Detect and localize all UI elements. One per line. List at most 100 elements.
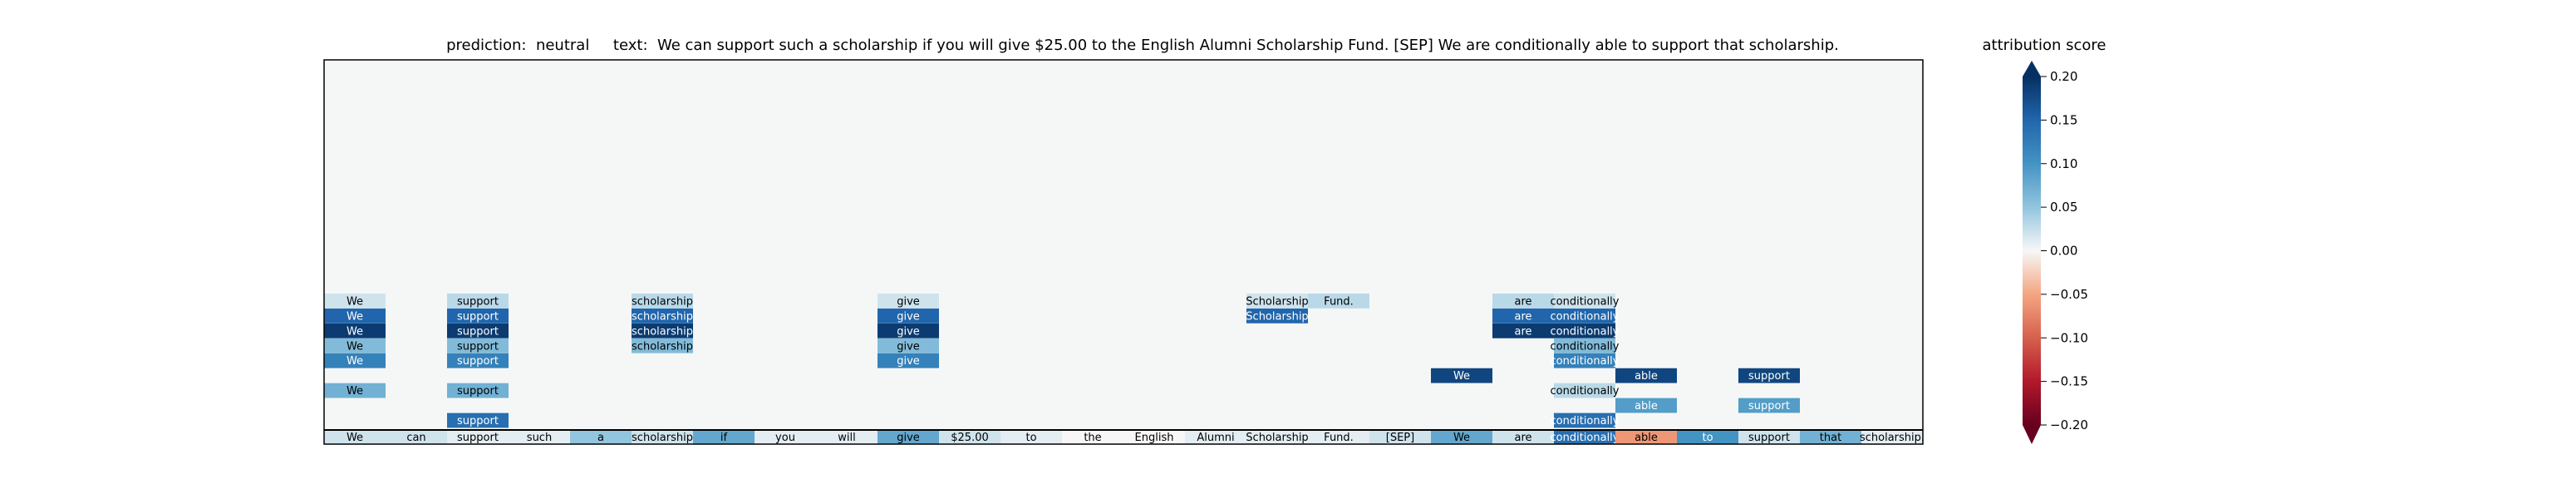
colorbar-tick-label: 0.10: [2050, 156, 2077, 171]
heatmap-cell-label: We: [347, 355, 363, 368]
colorbar-tick-label: 0.00: [2050, 244, 2077, 259]
token-label: are: [1514, 432, 1531, 444]
heatmap-cell: [878, 294, 939, 309]
heatmap-cell-label: We: [347, 310, 363, 323]
token-label: Scholarship: [1246, 432, 1308, 444]
token-label: that: [1820, 432, 1841, 444]
token-label: English: [1135, 432, 1174, 444]
heatmap-cell: [632, 294, 693, 309]
token-label: can: [406, 432, 425, 444]
heatmap-cell: [447, 353, 509, 368]
token-score-cell: [1185, 430, 1246, 444]
heatmap-cell-label: support: [457, 385, 499, 398]
heatmap-cell: [447, 413, 509, 428]
token-score-cell: [816, 430, 878, 444]
heatmap-cell: [632, 338, 693, 353]
token-score-cell: [1677, 430, 1738, 444]
heatmap-cell-label: scholarship: [632, 310, 693, 323]
heatmap-cell: [632, 323, 693, 338]
token-label: We: [347, 432, 363, 444]
token-label: to: [1702, 432, 1713, 444]
colorbar-extend-bottom: [2023, 425, 2041, 444]
token-label: the: [1084, 432, 1101, 444]
token-score-cell: [632, 430, 693, 444]
token-label: scholarship: [632, 432, 693, 444]
token-score-cell: [447, 430, 509, 444]
token-score-cell: [1738, 430, 1800, 444]
heatmap-cell: [632, 308, 693, 324]
colorbar: 0.20 0.15 0.10 0.05 0.00 −0.05 −0.10 −0.15 −0.20: [2023, 61, 2088, 444]
token-label: able: [1635, 432, 1658, 444]
heatmap-cell-label: give: [897, 340, 920, 353]
heatmap-cell: [1615, 398, 1677, 413]
heatmap-cell-label: conditionally: [1551, 355, 1620, 368]
token-score-cell: [1492, 430, 1554, 444]
heatmap-cell-label: support: [457, 415, 499, 427]
colorbar-extend-top: [2023, 61, 2041, 77]
heatmap-cell-label: Scholarship: [1246, 310, 1308, 323]
plot-background: [324, 60, 1923, 444]
heatmap-cell-label: able: [1635, 370, 1658, 383]
colorbar-tick-label: 0.15: [2050, 112, 2077, 127]
heatmap-cell: [878, 338, 939, 353]
heatmap-cell-label: We: [1453, 370, 1470, 383]
token-label: such: [527, 432, 552, 444]
token-score-cell: [939, 430, 1000, 444]
heatmap-cell-label: support: [457, 340, 499, 353]
heatmap-cell: [1308, 294, 1369, 309]
heatmap-cell: [447, 294, 509, 309]
heatmap-cell: [1246, 308, 1308, 324]
heatmap-cell: [878, 353, 939, 368]
heatmap-cell: [1246, 294, 1308, 309]
heatmap-cell-label: are: [1514, 310, 1531, 323]
colorbar-tick-label: −0.20: [2050, 417, 2088, 432]
colorbar-label: attribution score: [1982, 37, 2107, 54]
token-label: conditionally: [1551, 432, 1620, 444]
heatmap-cell-label: conditionally: [1551, 310, 1620, 323]
token-label: support: [457, 432, 499, 444]
token-score-cell: [570, 430, 632, 444]
heatmap-cell: [1554, 338, 1615, 353]
heatmap-cell-label: conditionally: [1551, 295, 1620, 308]
colorbar-tick-label: −0.10: [2050, 330, 2088, 345]
heatmap-cell-label: conditionally: [1551, 415, 1620, 427]
heatmap-cell: [1554, 323, 1615, 338]
token-score-cell: [1615, 430, 1677, 444]
heatmap-cell-label: support: [457, 355, 499, 368]
heatmap-cell: [1554, 294, 1615, 309]
colorbar-tick-label: −0.05: [2050, 287, 2088, 302]
heatmap-cell: [324, 353, 386, 368]
heatmap-cell-label: We: [347, 385, 363, 398]
token-score-cell: [1431, 430, 1492, 444]
heatmap-cell: [878, 323, 939, 338]
chart-title: prediction: neutral text: We can support…: [446, 37, 1839, 54]
token-label: Fund.: [1324, 432, 1354, 444]
token-score-cell: [1308, 430, 1369, 444]
heatmap-cell: [1615, 368, 1677, 383]
heatmap-cell: [1738, 398, 1800, 413]
token-score-cell: [1554, 430, 1615, 444]
token-label: if: [720, 432, 728, 444]
heatmap-cell: [324, 338, 386, 353]
heatmap-cell: [324, 308, 386, 324]
token-score-cell: [509, 430, 570, 444]
colorbar-tick-label: 0.05: [2050, 200, 2077, 215]
token-label: We: [1453, 432, 1470, 444]
heatmap-cell-label: give: [897, 355, 920, 368]
token-label: a: [597, 432, 604, 444]
heatmap-cell: [324, 294, 386, 309]
heatmap-cell-label: Scholarship: [1246, 295, 1308, 308]
heatmap-cell-label: We: [347, 295, 363, 308]
heatmap-cell-label: conditionally: [1551, 385, 1620, 398]
token-score-cell: [1800, 430, 1861, 444]
token-label: [SEP]: [1386, 432, 1414, 444]
heatmap-cell: [447, 308, 509, 324]
heatmap-cell-label: We: [347, 325, 363, 338]
token-score-cell: [324, 430, 386, 444]
heatmap-cell-label: support: [1748, 400, 1790, 413]
heatmap-cell: [447, 383, 509, 398]
token-score-cell: [755, 430, 816, 444]
token-label: will: [838, 432, 855, 444]
token-label: to: [1025, 432, 1036, 444]
